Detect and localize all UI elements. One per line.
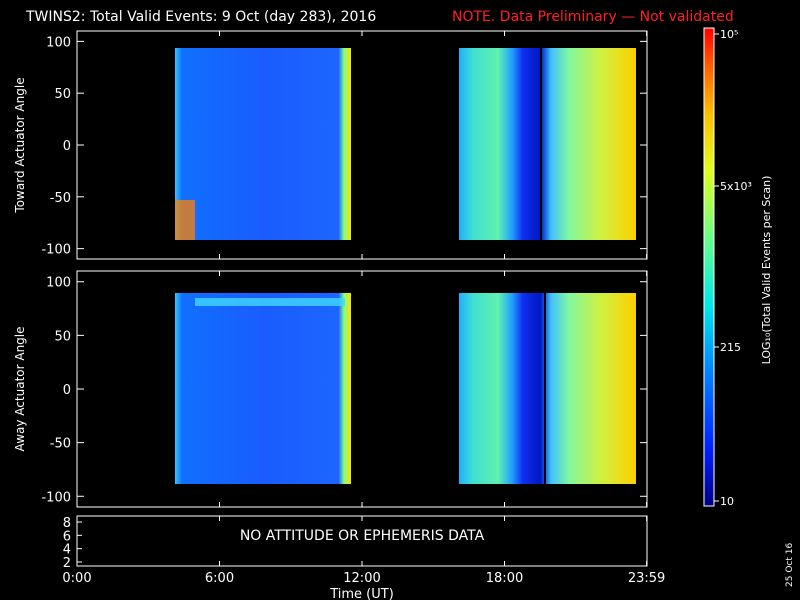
eph-y-tick-label: 8 xyxy=(63,516,71,531)
x-axis: 0:00 6:00 12:00 18:00 23:59 xyxy=(62,31,665,586)
colorbar: 10 215 5x10³ 10⁵ LOG₁₀(Total Valid Events p… xyxy=(703,27,773,508)
eph-y-tick-label: 2 xyxy=(63,556,71,571)
x-tick-label: 0:00 xyxy=(62,571,91,586)
y-tick-label: 100 xyxy=(46,276,71,291)
colorbar-label: LOG₁₀(Total Valid Events per Scan) xyxy=(760,176,773,365)
away-panel: 100 50 0 -50 -100 Away Actuator Angle xyxy=(13,270,648,508)
x-tick-label: 18:00 xyxy=(486,571,523,586)
eph-y-tick-label: 4 xyxy=(63,543,71,558)
toward-data-block-2 xyxy=(459,48,636,240)
y-tick-label: -100 xyxy=(41,490,71,505)
y-tick-label: 100 xyxy=(46,35,71,50)
colorbar-tick-label: 5x10³ xyxy=(720,180,752,193)
away-band xyxy=(195,298,345,306)
away-data-block-1 xyxy=(175,293,351,484)
y-tick-label: 0 xyxy=(63,383,71,398)
toward-ylabel: Toward Actuator Angle xyxy=(13,77,27,213)
x-axis-label: Time (UT) xyxy=(329,587,394,600)
y-tick-label: -100 xyxy=(41,243,71,258)
away-data-block-2 xyxy=(459,293,636,484)
x-tick-label: 12:00 xyxy=(343,571,380,586)
away-ylabel: Away Actuator Angle xyxy=(13,326,27,451)
no-data-message: NO ATTITUDE OR EPHEMERIS DATA xyxy=(240,528,485,544)
toward-hotspot xyxy=(175,200,195,240)
y-tick-label: 50 xyxy=(54,87,71,102)
toward-panel: 100 50 0 -50 -100 Toward Actuator Angle xyxy=(13,30,648,260)
colorbar-tick-label: 10 xyxy=(720,495,734,508)
plot-date: 25 Oct 16 xyxy=(785,543,795,587)
toward-data-block-1 xyxy=(175,48,351,240)
y-tick-label: -50 xyxy=(50,437,71,452)
colorbar-tick-label: 215 xyxy=(720,341,741,354)
preliminary-note: NOTE. Data Preliminary — Not validated xyxy=(452,9,734,25)
y-tick-label: -50 xyxy=(50,191,71,206)
colorbar-tick-label: 10⁵ xyxy=(720,28,738,41)
eph-y-tick-label: 6 xyxy=(63,529,71,544)
x-tick-label: 23:59 xyxy=(628,571,665,586)
x-tick-label: 6:00 xyxy=(205,571,234,586)
y-tick-label: 0 xyxy=(63,139,71,154)
y-tick-label: 50 xyxy=(54,329,71,344)
chart-title: TWINS2: Total Valid Events: 9 Oct (day 2… xyxy=(25,9,376,25)
